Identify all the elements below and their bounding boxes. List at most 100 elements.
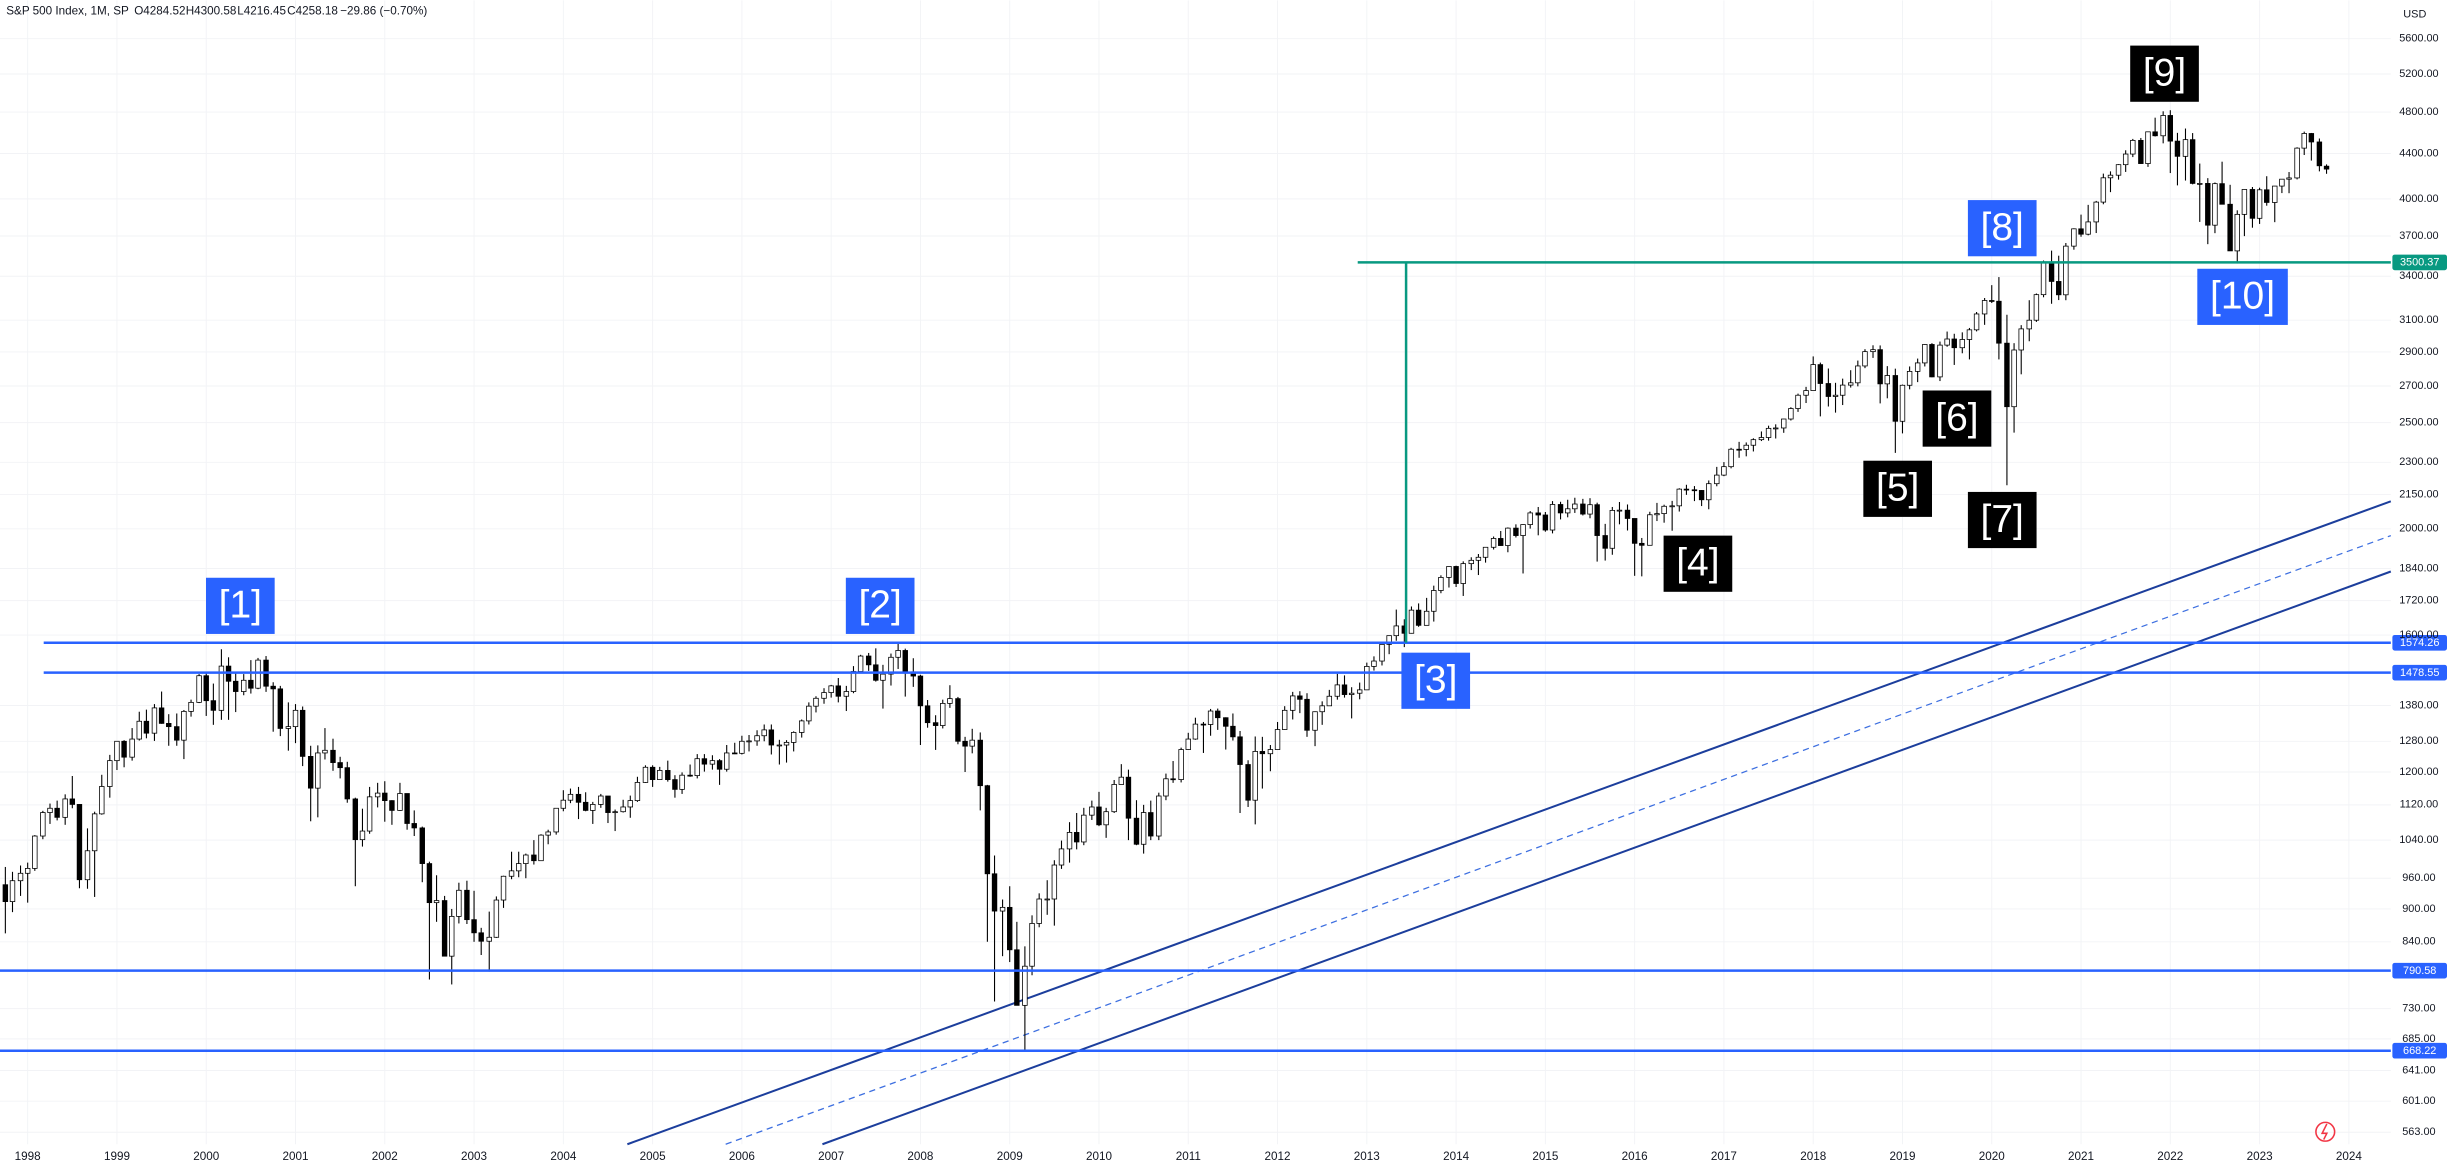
candle-body: [2100, 177, 2107, 203]
candle-body: [2227, 203, 2233, 252]
annotation-box: [205, 577, 275, 634]
candle-body: [1765, 427, 1772, 438]
candle-body: [426, 863, 433, 904]
candle-body: [1326, 695, 1333, 707]
candle-body: [672, 779, 678, 790]
candle-body: [121, 740, 127, 758]
candle-body: [1073, 832, 1080, 843]
candle-body: [1274, 729, 1281, 750]
candle-body: [768, 729, 775, 746]
price-tag-label: 790.58: [2403, 965, 2436, 977]
y-tick-label: 2150.00: [2399, 488, 2438, 500]
candle-body: [761, 729, 767, 737]
candle-body: [1423, 610, 1430, 626]
candle-body: [634, 782, 641, 802]
candle-body: [1580, 503, 1586, 515]
candle-body: [40, 812, 46, 837]
y-tick-label: 840.00: [2402, 936, 2435, 948]
candle-body: [1698, 490, 1705, 501]
candle-body: [1899, 384, 1906, 422]
candle-body: [1267, 749, 1274, 755]
price-tag: [2392, 962, 2447, 979]
logo-icon: [2315, 1121, 2336, 1142]
candle-body: [1379, 643, 1385, 662]
candle-body: [724, 752, 730, 770]
candle-body: [99, 786, 105, 815]
annotation-label: [8]: [1981, 206, 2024, 249]
candle-body: [924, 705, 931, 724]
candle-body: [1750, 439, 1757, 446]
candle-body: [991, 873, 998, 912]
candle-body: [1438, 577, 1444, 591]
price-tag-label: 1574.26: [2400, 637, 2439, 649]
x-tick-label: 2012: [1265, 1150, 1291, 1163]
candle-body: [188, 701, 194, 712]
candle-body: [1371, 660, 1377, 667]
candle-body: [1549, 504, 1556, 531]
candle-body: [210, 700, 217, 711]
candle-body: [1989, 300, 1995, 302]
candle-body: [1966, 329, 1973, 340]
annotation-box: [1967, 491, 2037, 549]
candle-body: [1036, 898, 1042, 924]
candle-body: [1616, 509, 1623, 512]
candle-body: [2071, 228, 2077, 247]
candle-body: [1505, 527, 1511, 546]
candle-body: [1609, 510, 1616, 549]
candle-body: [1029, 923, 1035, 967]
candle-body: [1066, 832, 1073, 850]
candle-body: [1089, 806, 1095, 816]
candle-body: [1906, 371, 1913, 386]
candle-body: [999, 906, 1006, 912]
candles: [2, 110, 2330, 1052]
candle-body: [344, 767, 350, 800]
candle-body: [84, 850, 91, 881]
price-tag-label: 668.22: [2403, 1045, 2436, 1057]
candle-body: [1706, 483, 1712, 501]
y-tick-label: 4800.00: [2399, 106, 2438, 118]
candle-body: [2308, 133, 2315, 143]
candle-body: [716, 760, 723, 770]
candle-body: [977, 739, 983, 787]
x-tick-label: 2000: [193, 1150, 220, 1163]
candle-body: [2234, 213, 2240, 252]
candle-body: [679, 774, 685, 790]
candle-body: [330, 749, 336, 763]
candle-body: [1178, 749, 1184, 780]
candle-body: [1341, 684, 1348, 695]
candle-body: [1415, 609, 1422, 626]
candle-body: [1929, 344, 1935, 378]
candle-body: [1185, 738, 1191, 750]
candle-body: [307, 756, 314, 789]
candle-body: [486, 936, 492, 942]
candle-body: [783, 742, 790, 746]
candle-body: [107, 760, 113, 787]
y-tick-label: 5200.00: [2399, 68, 2438, 80]
candle-body: [2033, 294, 2040, 321]
candle-body: [2085, 221, 2091, 235]
candle-body: [218, 665, 225, 711]
candle-body: [151, 707, 158, 734]
annotation-label: [4]: [1676, 542, 1719, 585]
y-tick-label: 2900.00: [2399, 346, 2438, 358]
price-tag-label: 3500.37: [2400, 257, 2439, 269]
candle-body: [1312, 711, 1318, 731]
legend-symbol: S&P 500 Index, 1M, SP: [6, 4, 129, 17]
candle-body: [1237, 736, 1243, 765]
candle-body: [940, 703, 946, 726]
candle-body: [1014, 949, 1020, 1006]
price-tag: [2392, 254, 2447, 271]
candle-body: [746, 740, 752, 743]
candle-body: [806, 705, 812, 722]
candle-body: [1594, 504, 1600, 536]
candle-body: [1081, 814, 1087, 843]
candle-body: [1557, 504, 1564, 514]
candle-body: [24, 868, 31, 874]
candle-body: [694, 758, 700, 776]
candle-body: [932, 722, 939, 726]
candle-body: [1781, 418, 1787, 429]
candle-body: [620, 806, 626, 813]
candle-body: [1200, 723, 1207, 726]
candle-body: [1192, 723, 1199, 740]
